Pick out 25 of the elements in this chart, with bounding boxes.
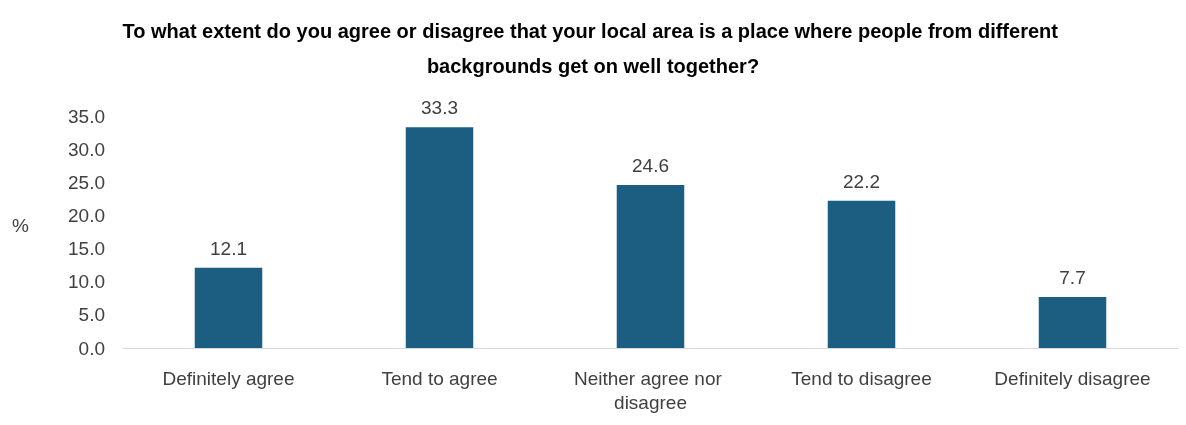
chart-title: To what extent do you agree or disagree that your local area is a place where people from different backgrounds get on well together? [122, 19, 1064, 77]
y-tick-label: 5.0 [78, 304, 105, 326]
y-tick-label: 20.0 [68, 204, 105, 226]
data-label: 24.6 [632, 154, 669, 176]
y-tick-label: 30.0 [68, 138, 105, 160]
x-tick-label: Tend to agree [381, 367, 498, 389]
y-tick-label: 15.0 [68, 238, 105, 260]
y-axis-title: % [12, 215, 29, 236]
data-label: 12.1 [210, 237, 247, 259]
x-tick-label: Definitely disagree [994, 367, 1151, 389]
x-tick-label: Tend to disagree [791, 367, 932, 389]
bar [405, 127, 474, 348]
bar [616, 184, 685, 348]
y-tick-label: 25.0 [68, 171, 105, 193]
bar [194, 267, 263, 348]
bar [1038, 296, 1107, 348]
data-label: 7.7 [1059, 266, 1086, 288]
x-tick-label: Neither agree nor disagree [573, 367, 728, 413]
y-tick-label: 35.0 [68, 105, 105, 127]
data-label: 22.2 [843, 170, 880, 192]
y-tick-label: 10.0 [68, 271, 105, 293]
x-tick-label: Definitely agree [162, 367, 295, 389]
y-tick-label: 0.0 [78, 337, 105, 359]
bar [827, 200, 896, 348]
data-label: 33.3 [421, 97, 458, 119]
